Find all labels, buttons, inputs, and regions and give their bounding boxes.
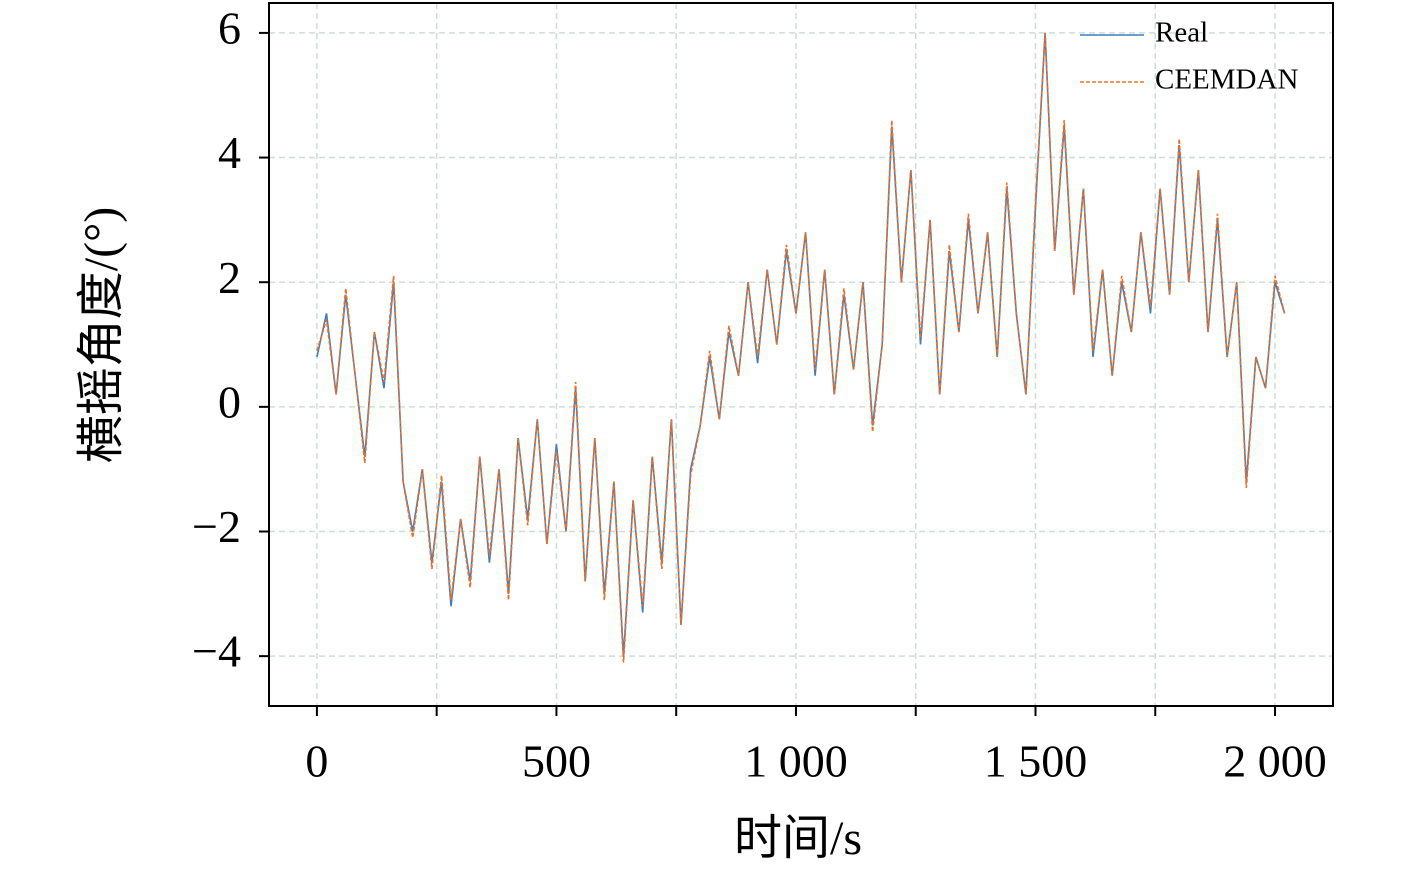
y-tick-label: −2 (192, 501, 241, 552)
y-tick-label: 0 (218, 376, 241, 427)
y-tick-label: 6 (218, 2, 241, 53)
x-tick-label: 1 000 (744, 736, 848, 787)
legend-label: Real (1155, 17, 1208, 49)
x-tick-label: 2 000 (1223, 736, 1327, 787)
x-tick-label: 0 (305, 736, 328, 787)
x-tick-label: 1 500 (984, 736, 1088, 787)
x-axis-label: 时间/s (734, 812, 862, 865)
y-axis-label: 横摇角度/(°) (75, 207, 128, 464)
x-tick-label: 500 (522, 736, 591, 787)
legend-label: CEEMDAN (1155, 64, 1298, 96)
y-tick-label: 4 (218, 127, 241, 178)
line-series (316, 32, 1286, 657)
y-tick-label: 2 (218, 252, 241, 303)
y-tick-label: −4 (192, 626, 241, 677)
plot-frame (268, 2, 1334, 707)
line-series (316, 32, 1286, 663)
